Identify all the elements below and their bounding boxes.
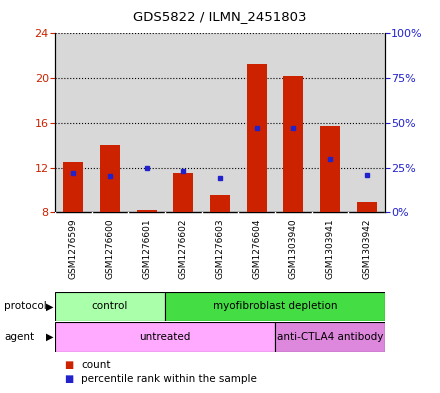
Bar: [92, 33, 128, 212]
Text: GSM1303940: GSM1303940: [289, 219, 298, 279]
Text: percentile rank within the sample: percentile rank within the sample: [81, 374, 257, 384]
Bar: [283, 76, 304, 212]
Text: GSM1276600: GSM1276600: [106, 219, 114, 279]
Text: anti-CTLA4 antibody: anti-CTLA4 antibody: [277, 332, 383, 342]
Bar: [128, 33, 165, 212]
Text: GSM1303942: GSM1303942: [362, 219, 371, 279]
Bar: [356, 202, 377, 212]
Bar: [55, 322, 275, 352]
Text: ■: ■: [64, 374, 73, 384]
Bar: [165, 33, 202, 212]
Bar: [210, 195, 230, 212]
Bar: [246, 64, 267, 212]
Text: GSM1276603: GSM1276603: [216, 219, 224, 279]
Bar: [275, 322, 385, 352]
Bar: [202, 33, 238, 212]
Text: ■: ■: [64, 360, 73, 371]
Text: GSM1276601: GSM1276601: [142, 219, 151, 279]
Text: protocol: protocol: [4, 301, 47, 311]
Text: count: count: [81, 360, 111, 371]
Bar: [55, 33, 92, 212]
Text: GSM1276602: GSM1276602: [179, 219, 188, 279]
Text: GSM1276599: GSM1276599: [69, 219, 78, 279]
Bar: [63, 162, 84, 212]
Text: myofibroblast depletion: myofibroblast depletion: [213, 301, 337, 311]
Bar: [173, 173, 194, 212]
Text: GDS5822 / ILMN_2451803: GDS5822 / ILMN_2451803: [133, 10, 307, 23]
Text: agent: agent: [4, 332, 34, 342]
Text: GSM1303941: GSM1303941: [326, 219, 334, 279]
Text: GSM1276604: GSM1276604: [252, 219, 261, 279]
Bar: [348, 33, 385, 212]
Bar: [275, 33, 312, 212]
Bar: [238, 33, 275, 212]
Bar: [100, 145, 120, 212]
Text: control: control: [92, 301, 128, 311]
Bar: [165, 292, 385, 321]
Text: ▶: ▶: [46, 301, 54, 311]
Bar: [320, 126, 340, 212]
Bar: [312, 33, 348, 212]
Bar: [55, 292, 165, 321]
Text: ▶: ▶: [46, 332, 54, 342]
Bar: [136, 210, 157, 212]
Text: untreated: untreated: [139, 332, 191, 342]
